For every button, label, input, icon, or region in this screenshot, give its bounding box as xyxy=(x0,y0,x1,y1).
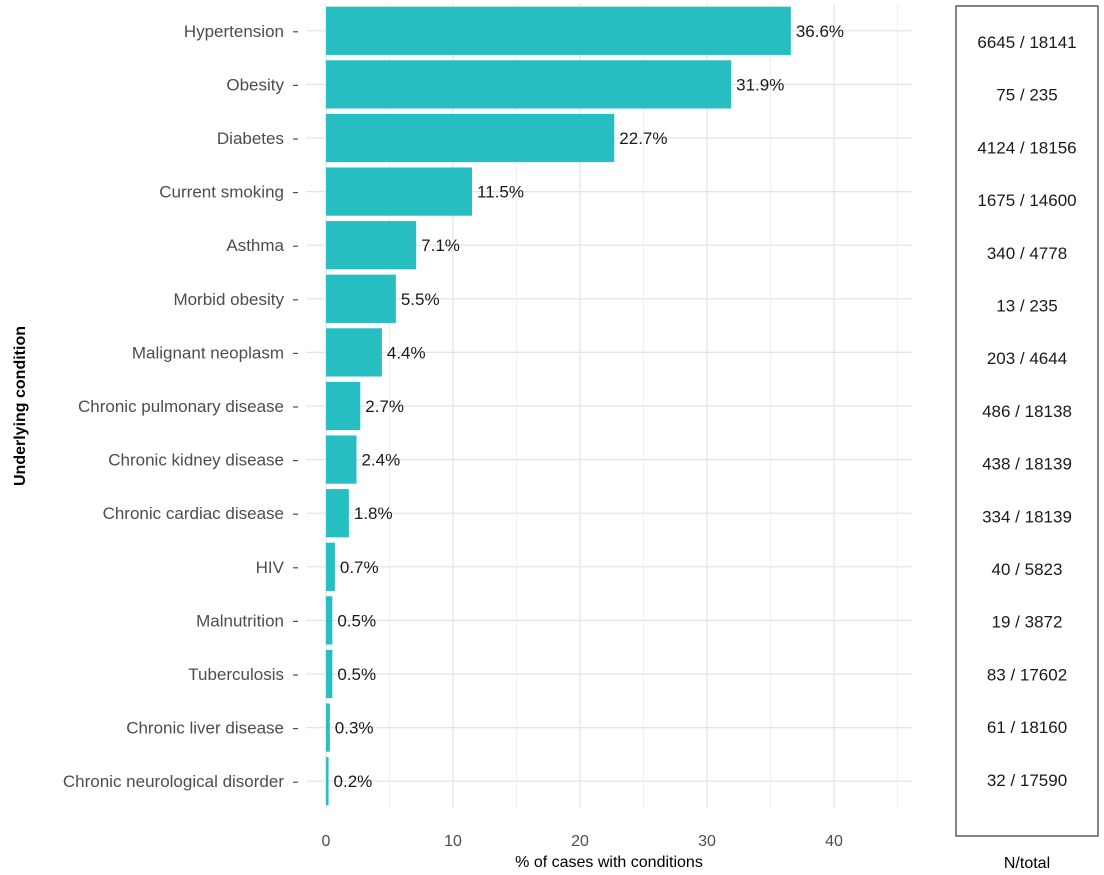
category-label: Obesity xyxy=(226,75,284,94)
data-label: 31.9% xyxy=(736,75,784,94)
data-label: 4.4% xyxy=(387,343,426,362)
data-label: 0.5% xyxy=(337,611,376,630)
x-tick-label: 20 xyxy=(571,833,589,850)
data-label: 0.3% xyxy=(335,719,374,738)
category-label: Chronic pulmonary disease xyxy=(78,397,284,416)
data-label: 0.2% xyxy=(334,772,373,791)
category-label: Malignant neoplasm xyxy=(132,343,284,362)
bar xyxy=(326,221,417,270)
data-label: 0.7% xyxy=(340,558,379,577)
data-label: 1.8% xyxy=(354,504,393,523)
bar xyxy=(326,435,357,484)
bar xyxy=(326,703,330,752)
bar xyxy=(326,649,333,699)
bar xyxy=(326,6,791,55)
category-label: Morbid obesity xyxy=(173,290,284,309)
bar xyxy=(326,328,382,377)
n-total-label: 203 / 4644 xyxy=(987,349,1067,368)
data-label: 7.1% xyxy=(421,236,460,255)
category-label: Chronic kidney disease xyxy=(108,451,284,470)
data-label: 36.6% xyxy=(796,22,844,41)
category-label: Chronic cardiac disease xyxy=(103,504,284,523)
category-labels: Hypertension Obesity Diabetes Current smoki… xyxy=(63,22,298,791)
n-total-title: N/total xyxy=(1004,855,1050,872)
bar xyxy=(326,542,335,591)
category-label: HIV xyxy=(256,558,285,577)
x-axis-ticks: 0 10 20 30 40 xyxy=(322,833,843,850)
category-label: Current smoking xyxy=(159,183,284,202)
n-total-label: 340 / 4778 xyxy=(987,244,1067,263)
n-total-label: 75 / 235 xyxy=(996,86,1057,105)
bar xyxy=(326,489,349,538)
data-label: 0.5% xyxy=(337,665,376,684)
bar xyxy=(326,381,361,431)
category-label: Chronic neurological disorder xyxy=(63,772,284,791)
n-total-label: 13 / 235 xyxy=(996,297,1057,316)
x-tick-label: 30 xyxy=(698,833,716,850)
data-label: 11.5% xyxy=(477,183,524,202)
y-axis-title: Underlying condition xyxy=(12,326,29,486)
data-label: 22.7% xyxy=(619,129,667,148)
n-total-label: 19 / 3872 xyxy=(992,613,1063,632)
bars: 36.6% 31.9% 22.7% 11.5% 7.1% 5.5% 4.4% 2.7% 2.4%… xyxy=(326,6,844,806)
n-total-label: 40 / 5823 xyxy=(992,560,1063,579)
category-label: Chronic liver disease xyxy=(126,719,284,738)
bar xyxy=(326,113,615,163)
bar xyxy=(326,274,396,323)
category-label: Tuberculosis xyxy=(188,665,284,684)
n-total-label: 486 / 18138 xyxy=(982,402,1072,421)
data-label: 2.7% xyxy=(365,397,404,416)
n-total-label: 334 / 18139 xyxy=(982,507,1072,526)
n-total-panel xyxy=(955,5,1099,837)
x-tick-label: 0 xyxy=(322,833,331,850)
n-total-label: 83 / 17602 xyxy=(987,665,1067,684)
data-label: 5.5% xyxy=(401,290,440,309)
category-label: Hypertension xyxy=(184,22,284,41)
category-label: Diabetes xyxy=(217,129,284,148)
bar xyxy=(326,757,329,806)
n-total-label: 1675 / 14600 xyxy=(977,191,1076,210)
n-total-label: 6645 / 18141 xyxy=(977,33,1076,52)
n-total-label: 438 / 18139 xyxy=(982,455,1072,474)
bar xyxy=(326,596,333,645)
bar xyxy=(326,60,732,109)
bar xyxy=(326,167,473,216)
n-total-label: 4124 / 18156 xyxy=(977,138,1076,157)
category-label: Malnutrition xyxy=(196,611,284,630)
n-total-label: 32 / 17590 xyxy=(987,771,1067,790)
n-total-labels: 6645 / 18141 75 / 235 4124 / 18156 1675 / 1… xyxy=(977,33,1076,790)
x-tick-label: 10 xyxy=(444,833,462,850)
data-label: 2.4% xyxy=(361,451,400,470)
category-label: Asthma xyxy=(226,236,284,255)
x-axis-title: % of cases with conditions xyxy=(515,854,703,871)
n-total-label: 61 / 18160 xyxy=(987,718,1067,737)
x-tick-label: 40 xyxy=(825,833,843,850)
